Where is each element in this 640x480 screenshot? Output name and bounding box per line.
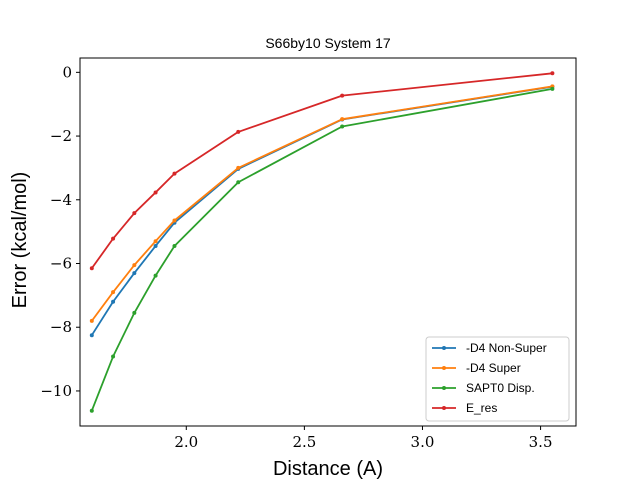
y-tick-label: −2 [50, 127, 72, 145]
x-tick-label: 2.0 [174, 433, 198, 451]
series-point-3 [89, 266, 94, 271]
x-axis-label: Distance (A) [273, 458, 383, 480]
series-point-1 [153, 239, 158, 244]
series-point-3 [550, 71, 555, 76]
series-point-0 [153, 243, 158, 248]
series-line-0 [91, 85, 553, 336]
y-tick-label: −4 [50, 191, 72, 209]
series-point-2 [236, 180, 241, 185]
series-point-1 [236, 165, 241, 170]
series-point-1 [172, 218, 177, 223]
series-line-1 [91, 85, 553, 322]
series-point-0 [132, 271, 137, 276]
series-line-2 [90, 88, 553, 412]
series-point-0 [111, 299, 116, 304]
legend-box [425, 336, 570, 422]
legend-marker-3 [442, 406, 446, 410]
plot-area: 2.0 2.5 3.0 3.5 0 −2 −4 −6 −8 −10 [40, 57, 577, 451]
x-tick-label: 2.5 [292, 433, 316, 451]
y-tick-label: −8 [50, 318, 72, 336]
series-point-3 [236, 129, 241, 134]
series-point-1 [132, 263, 137, 268]
y-tick-label: 0 [62, 63, 72, 81]
series-line-3 [91, 72, 553, 269]
series-point-2 [550, 86, 555, 91]
legend-marker-1 [442, 366, 446, 370]
y-tick-label: −10 [40, 382, 72, 400]
series-point-1 [340, 117, 345, 122]
series-point-2 [153, 273, 158, 278]
y-axis-label: Error (kcal/mol) [9, 172, 31, 309]
series-point-3 [111, 236, 116, 241]
series-point-2 [172, 243, 177, 248]
series-point-2 [111, 354, 116, 359]
legend-marker-2 [442, 386, 446, 390]
legend: -D4 Non-Super -D4 Super SAPT0 Disp. E_res [425, 336, 570, 422]
chart-title: S66by10 System 17 [265, 35, 391, 51]
x-tick-label: 3.5 [529, 433, 553, 451]
legend-label-0: -D4 Non-Super [466, 341, 547, 355]
legend-label-3: E_res [466, 401, 497, 415]
series-point-1 [89, 318, 94, 323]
legend-label-1: -D4 Super [466, 361, 521, 375]
axes-frame [79, 57, 577, 427]
y-tick-label: −6 [50, 255, 72, 273]
series-point-0 [89, 333, 94, 338]
legend-marker-0 [442, 346, 446, 350]
series-point-2 [89, 408, 94, 413]
series-point-2 [132, 310, 137, 315]
series-point-3 [172, 171, 177, 176]
series-point-3 [153, 190, 158, 195]
series-point-3 [132, 211, 137, 216]
series-point-1 [111, 290, 116, 295]
series-point-3 [340, 93, 345, 98]
x-tick-label: 3.0 [411, 433, 435, 451]
legend-label-2: SAPT0 Disp. [466, 381, 535, 395]
series-point-2 [340, 124, 345, 129]
